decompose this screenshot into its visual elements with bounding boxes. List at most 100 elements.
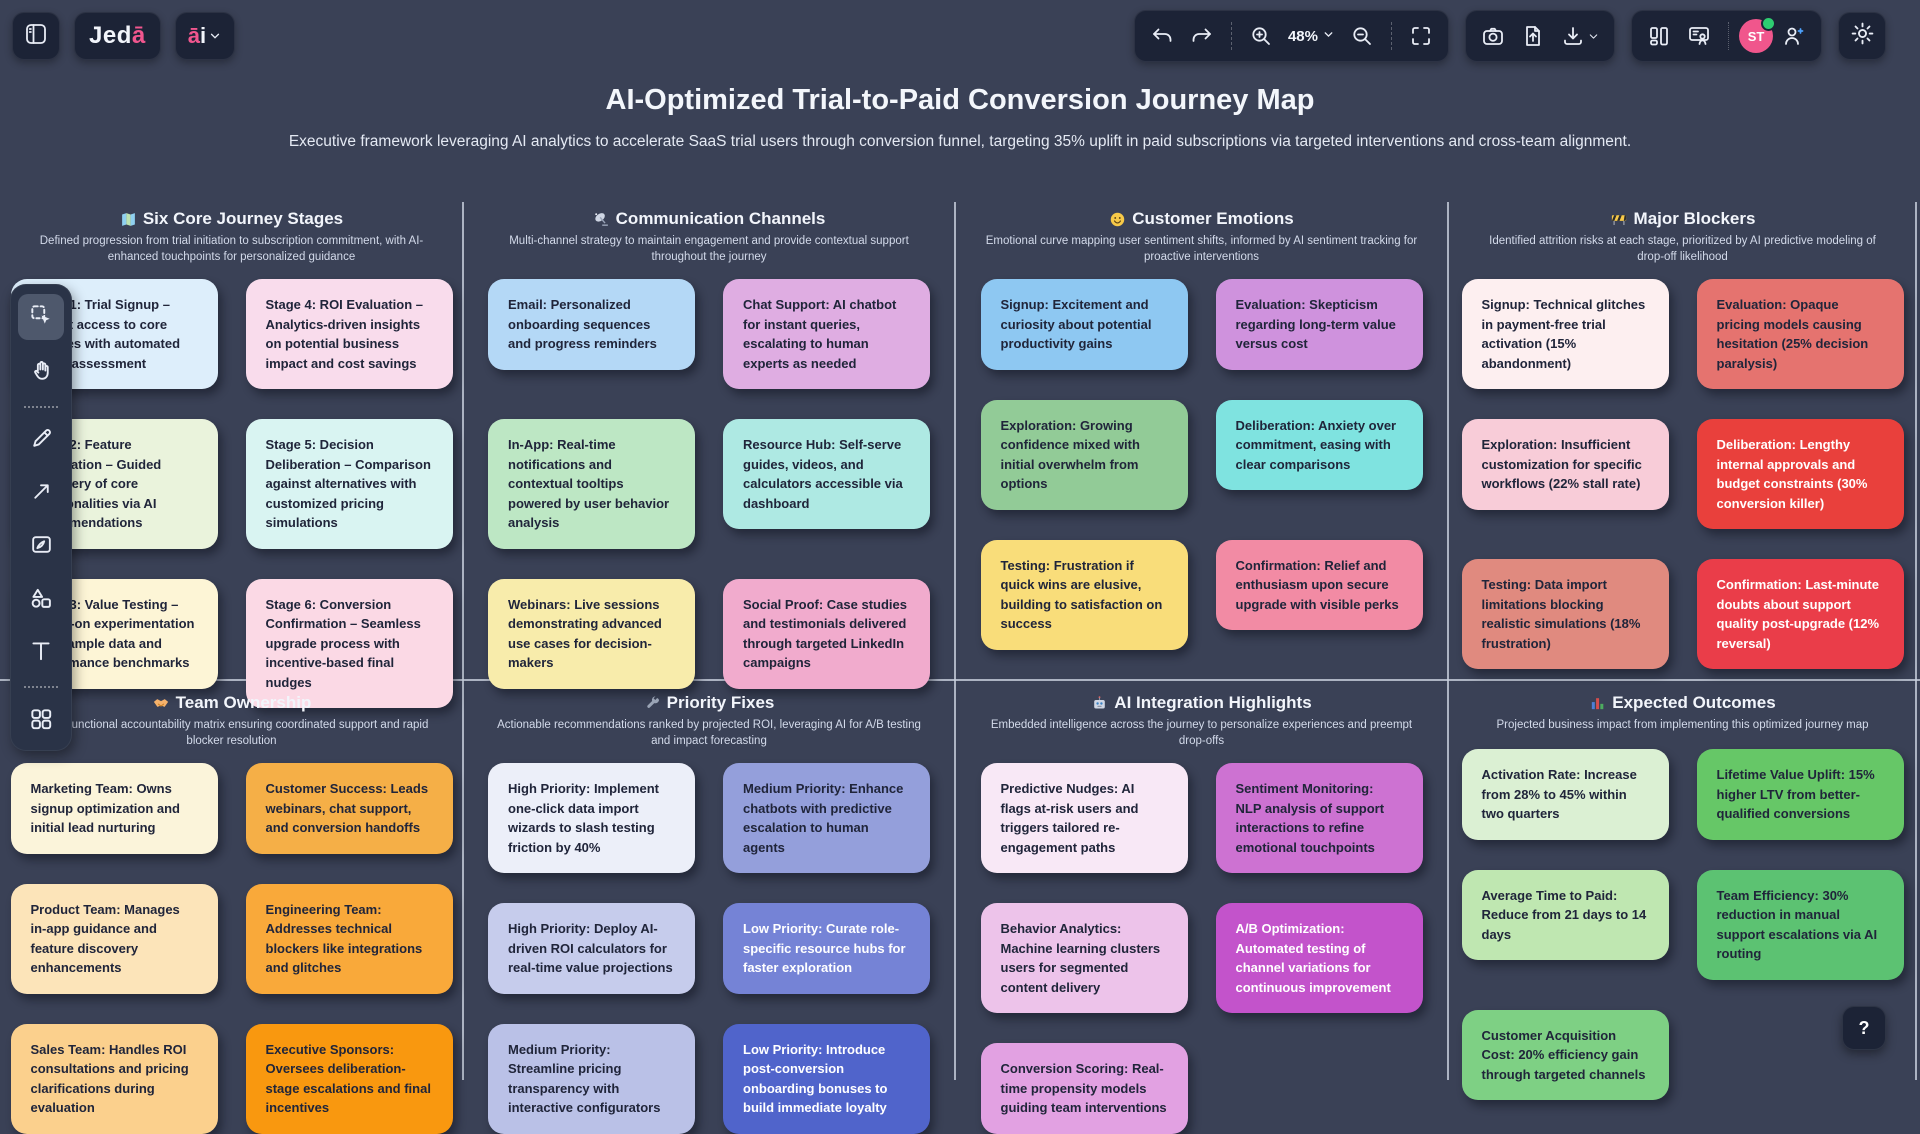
sticky-note[interactable]: Evaluation: Skepticism regarding long-te…	[1215, 279, 1423, 370]
sticky-note[interactable]: High Priority: Implement one-click data …	[488, 763, 695, 874]
sticky-note[interactable]: Average Time to Paid: Reduce from 21 day…	[1461, 869, 1669, 960]
jeda-logo[interactable]: Jed ā	[74, 12, 161, 60]
present-button[interactable]	[1680, 17, 1718, 55]
section-description[interactable]: Defined progression from trial initiatio…	[39, 235, 424, 263]
section-description[interactable]: Identified attrition risks at each stage…	[1489, 235, 1876, 263]
sticky-note[interactable]: Email: Personalized onboarding sequences…	[488, 279, 695, 370]
sticky-note[interactable]: Exploration: Growing confidence mixed wi…	[980, 399, 1188, 510]
help-button[interactable]: ?	[1842, 1006, 1886, 1050]
sticky-note[interactable]: Behavior Analytics: Machine learning clu…	[980, 903, 1188, 1014]
board-title[interactable]: AI-Optimized Trial-to-Paid Conversion Jo…	[605, 84, 1315, 116]
help-label: ?	[1858, 1017, 1870, 1038]
user-avatar[interactable]: ST	[1739, 16, 1776, 53]
settings-button[interactable]	[1838, 12, 1886, 60]
collab-group: ST	[1631, 10, 1822, 62]
select-tool-button[interactable]	[18, 294, 64, 340]
section-priority-fixes: Priority Fixes Actionable recommendations…	[463, 684, 955, 1134]
section-title[interactable]: Customer Emotions	[955, 209, 1448, 229]
sticky-note[interactable]: Evaluation: Opaque pricing models causin…	[1696, 279, 1904, 390]
section-title[interactable]: AI Integration Highlights	[955, 693, 1448, 713]
section-title[interactable]: Expected Outcomes	[1448, 693, 1917, 713]
section-title[interactable]: Priority Fixes	[463, 693, 955, 713]
sticky-note[interactable]: Team Efficiency: 30% reduction in manual…	[1696, 869, 1904, 980]
sticky-note[interactable]: Low Priority: Introduce post-conversion …	[723, 1023, 930, 1134]
sticky-note[interactable]: Resource Hub: Self-serve guides, videos,…	[723, 419, 930, 530]
zoom-out-button[interactable]	[1343, 17, 1381, 55]
sticky-note[interactable]: Stage 4: ROI Evaluation – Analytics-driv…	[245, 279, 453, 390]
sticky-note[interactable]: High Priority: Deploy AI-driven ROI calc…	[488, 903, 695, 994]
section-description[interactable]: Cross-functional accountability matrix e…	[34, 719, 429, 747]
sticky-note[interactable]: Executive Sponsors: Oversees deliberatio…	[245, 1023, 453, 1134]
handshake-icon	[152, 694, 170, 712]
section-title[interactable]: Communication Channels	[463, 209, 955, 229]
divider	[1230, 22, 1232, 50]
text-tool-button[interactable]	[21, 633, 61, 673]
sticky-note[interactable]: Signup: Excitement and curiosity about p…	[980, 279, 1188, 370]
sticky-note[interactable]: Testing: Frustration if quick wins are e…	[980, 539, 1188, 650]
sidebar-toggle-button[interactable]	[12, 12, 60, 60]
section-description[interactable]: Embedded intelligence across the journey…	[990, 719, 1413, 747]
sticky-note[interactable]: Chat Support: AI chatbot for instant que…	[723, 279, 930, 390]
board-subtitle[interactable]: Executive framework leveraging AI analyt…	[288, 133, 1632, 150]
sticky-note[interactable]: Customer Acquisition Cost: 20% efficienc…	[1461, 1009, 1669, 1100]
frame-tool-button[interactable]	[21, 527, 61, 567]
sticky-note[interactable]: Lifetime Value Uplift: 15% higher LTV fr…	[1696, 749, 1904, 840]
zoom-level-dropdown[interactable]: 48%	[1282, 28, 1341, 45]
zoom-in-button[interactable]	[1242, 17, 1280, 55]
grid-divider-vertical	[954, 202, 956, 1080]
section-description[interactable]: Multi-channel strategy to maintain engag…	[509, 235, 909, 263]
sticky-note[interactable]: Testing: Data import limitations blockin…	[1461, 559, 1669, 670]
pencil-icon	[29, 426, 54, 456]
section-title[interactable]: Major Blockers	[1448, 209, 1917, 229]
camera-button[interactable]	[1474, 17, 1512, 55]
section-title[interactable]: Six Core Journey Stages	[0, 209, 463, 229]
arrow-tool-button[interactable]	[21, 474, 61, 514]
sticky-note[interactable]: Conversion Scoring: Real-time propensity…	[980, 1043, 1188, 1134]
pencil-tool-button[interactable]	[21, 421, 61, 461]
ai-menu-i: i	[199, 23, 207, 48]
sticky-note[interactable]: Social Proof: Case studies and testimoni…	[723, 578, 930, 689]
sticky-note[interactable]: Medium Priority: Streamline pricing tran…	[488, 1023, 695, 1134]
sticky-note[interactable]: Webinars: Live sessions demonstrating ad…	[488, 578, 695, 689]
download-button[interactable]	[1554, 17, 1606, 55]
sticky-notes-grid: Predictive Nudges: AI flags at-risk user…	[955, 763, 1448, 1134]
file-upload-button[interactable]	[1514, 17, 1552, 55]
section-title[interactable]: Team Ownership	[0, 693, 463, 713]
sticky-note[interactable]: A/B Optimization: Automated testing of c…	[1215, 903, 1423, 1014]
hand-tool-button[interactable]	[21, 353, 61, 393]
redo-button[interactable]	[1183, 17, 1221, 55]
sticky-note[interactable]: Predictive Nudges: AI flags at-risk user…	[980, 763, 1188, 874]
sticky-note[interactable]: Customer Success: Leads webinars, chat s…	[245, 763, 453, 854]
satellite-icon	[593, 211, 610, 228]
apps-grid-button[interactable]	[21, 701, 61, 741]
fullscreen-button[interactable]	[1402, 17, 1440, 55]
sticky-note[interactable]: Sentiment Monitoring: NLP analysis of su…	[1215, 763, 1423, 874]
invite-person-button[interactable]	[1775, 17, 1813, 55]
sticky-note[interactable]: Activation Rate: Increase from 28% to 45…	[1461, 749, 1669, 840]
sticky-note[interactable]: Stage 5: Decision Deliberation – Compari…	[245, 419, 453, 549]
sticky-note[interactable]: Product Team: Manages in-app guidance an…	[10, 883, 218, 994]
pages-layout-button[interactable]	[1640, 17, 1678, 55]
section-description[interactable]: Projected business impact from implement…	[1496, 719, 1869, 731]
sticky-note[interactable]: Deliberation: Lengthy internal approvals…	[1696, 419, 1904, 530]
sticky-note[interactable]: Medium Priority: Enhance chatbots with p…	[723, 763, 930, 874]
sticky-note[interactable]: Exploration: Insufficient customization …	[1461, 419, 1669, 510]
sticky-note[interactable]: Stage 6: Conversion Confirmation – Seaml…	[245, 578, 453, 709]
sticky-note[interactable]: Signup: Technical glitches in payment-fr…	[1461, 279, 1669, 390]
gear-icon	[1850, 21, 1875, 51]
sticky-note[interactable]: Deliberation: Anxiety over commitment, e…	[1215, 399, 1423, 491]
sticky-note[interactable]: Marketing Team: Owns signup optimization…	[10, 763, 218, 854]
sticky-note[interactable]: In-App: Real-time notifications and cont…	[488, 419, 695, 549]
chevron-down-icon	[1322, 28, 1335, 45]
sticky-note[interactable]: Low Priority: Curate role-specific resou…	[723, 903, 930, 994]
sticky-note[interactable]: Confirmation: Relief and enthusiasm upon…	[1215, 539, 1423, 631]
section-description[interactable]: Actionable recommendations ranked by pro…	[497, 719, 921, 747]
sticky-note[interactable]: Confirmation: Last-minute doubts about s…	[1696, 559, 1904, 670]
section-description[interactable]: Emotional curve mapping user sentiment s…	[985, 235, 1418, 263]
undo-button[interactable]	[1143, 17, 1181, 55]
sticky-note[interactable]: Engineering Team: Addresses technical bl…	[245, 883, 453, 994]
sticky-note[interactable]: Sales Team: Handles ROI consultations an…	[10, 1023, 218, 1134]
section-title-text: Priority Fixes	[666, 693, 775, 712]
shapes-tool-button[interactable]	[21, 580, 61, 620]
